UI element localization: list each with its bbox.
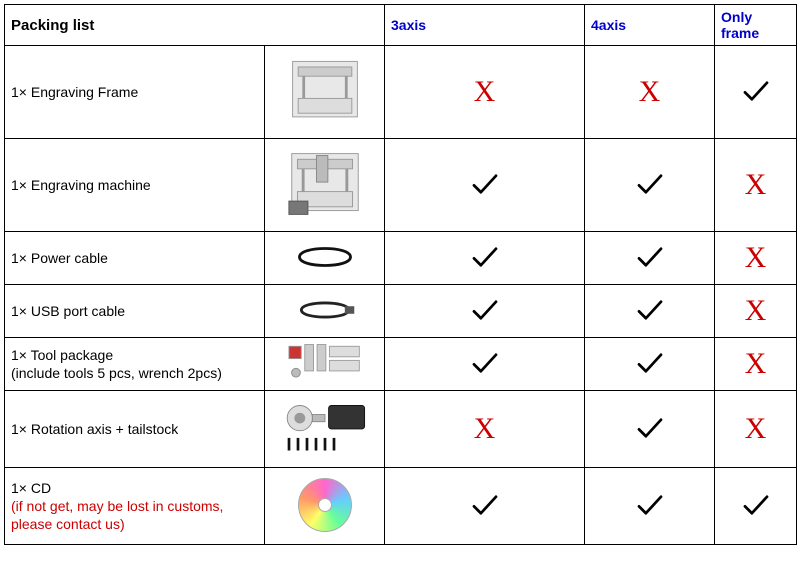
item-image-cell xyxy=(265,46,385,139)
row-label: 1× Power cable xyxy=(11,250,108,266)
header-col-4axis: 4axis xyxy=(585,5,715,46)
x-mark: X xyxy=(474,75,496,108)
cell-3axis xyxy=(385,139,585,232)
machine-icon xyxy=(282,146,368,222)
table-row: 1× CD (if not get, may be lost in customs… xyxy=(5,468,797,545)
row-note: (include tools 5 pcs, wrench 2pcs) xyxy=(11,365,222,381)
check-mark xyxy=(636,503,664,519)
cell-onlyframe xyxy=(715,468,797,545)
check-mark xyxy=(471,182,499,198)
check-mark xyxy=(471,308,499,324)
cell-4axis xyxy=(585,391,715,468)
cd-icon xyxy=(298,478,352,532)
table-row: 1× Power cable X xyxy=(5,232,797,285)
cell-4axis xyxy=(585,285,715,338)
cell-onlyframe: X xyxy=(715,338,797,391)
row-label: 1× Engraving Frame xyxy=(11,84,138,100)
cell-3axis xyxy=(385,285,585,338)
row-label: 1× Rotation axis + tailstock xyxy=(11,421,178,437)
table-body: 1× Engraving FrameXX1× Engraving machine… xyxy=(5,46,797,545)
row-note: (if not get, may be lost in customs, ple… xyxy=(11,498,223,532)
check-mark xyxy=(636,255,664,271)
header-col-onlyframe: Only frame xyxy=(715,5,797,46)
row-label: 1× Tool package xyxy=(11,347,113,363)
item-image-cell xyxy=(265,338,385,391)
row-label: 1× Engraving machine xyxy=(11,177,151,193)
cell-onlyframe: X xyxy=(715,139,797,232)
cell-3axis xyxy=(385,468,585,545)
item-label-cell: 1× CD (if not get, may be lost in customs… xyxy=(5,468,265,545)
tools-icon xyxy=(285,341,365,385)
item-image-cell xyxy=(265,232,385,285)
header-col-3axis: 3axis xyxy=(385,5,585,46)
cell-3axis xyxy=(385,338,585,391)
cell-4axis xyxy=(585,338,715,391)
x-mark: X xyxy=(745,347,767,380)
cell-3axis xyxy=(385,232,585,285)
check-mark xyxy=(471,361,499,377)
row-label: 1× USB port cable xyxy=(11,303,125,319)
table-row: 1× Engraving Frame X X xyxy=(5,46,797,139)
x-mark: X xyxy=(474,412,496,445)
item-image-cell xyxy=(265,391,385,468)
table-row: 1× Rotation axis + tailstock X X xyxy=(5,391,797,468)
item-image-cell xyxy=(265,468,385,545)
check-mark xyxy=(636,361,664,377)
check-mark xyxy=(471,255,499,271)
item-label-cell: 1× Rotation axis + tailstock xyxy=(5,391,265,468)
check-mark xyxy=(636,426,664,442)
cell-3axis: X xyxy=(385,46,585,139)
header-title: Packing list xyxy=(5,5,385,46)
cell-onlyframe: X xyxy=(715,285,797,338)
x-mark: X xyxy=(745,241,767,274)
cell-4axis xyxy=(585,232,715,285)
cell-4axis: X xyxy=(585,46,715,139)
x-mark: X xyxy=(639,75,661,108)
frame-icon xyxy=(285,54,365,128)
x-mark: X xyxy=(745,168,767,201)
cell-onlyframe xyxy=(715,46,797,139)
check-mark xyxy=(636,308,664,324)
item-image-cell xyxy=(265,139,385,232)
cell-3axis: X xyxy=(385,391,585,468)
cable-icon xyxy=(290,240,360,274)
rotation-icon xyxy=(280,400,370,456)
cell-onlyframe: X xyxy=(715,232,797,285)
cell-4axis xyxy=(585,139,715,232)
header-row: Packing list 3axis 4axis Only frame xyxy=(5,5,797,46)
item-image-cell xyxy=(265,285,385,338)
packing-list-table: Packing list 3axis 4axis Only frame 1× E… xyxy=(4,4,797,545)
item-label-cell: 1× USB port cable xyxy=(5,285,265,338)
item-label-cell: 1× Tool package (include tools 5 pcs, wre… xyxy=(5,338,265,391)
item-label-cell: 1× Engraving Frame xyxy=(5,46,265,139)
usb-icon xyxy=(290,293,360,327)
x-mark: X xyxy=(745,294,767,327)
cell-onlyframe: X xyxy=(715,391,797,468)
item-label-cell: 1× Engraving machine xyxy=(5,139,265,232)
check-mark xyxy=(636,182,664,198)
item-label-cell: 1× Power cable xyxy=(5,232,265,285)
check-mark xyxy=(742,503,770,519)
table-row: 1× Tool package (include tools 5 pcs, wre… xyxy=(5,338,797,391)
row-label: 1× CD xyxy=(11,480,51,496)
check-mark xyxy=(471,503,499,519)
cell-4axis xyxy=(585,468,715,545)
x-mark: X xyxy=(745,412,767,445)
check-mark xyxy=(742,89,770,105)
table-row: 1× Engraving machine X xyxy=(5,139,797,232)
table-row: 1× USB port cable X xyxy=(5,285,797,338)
